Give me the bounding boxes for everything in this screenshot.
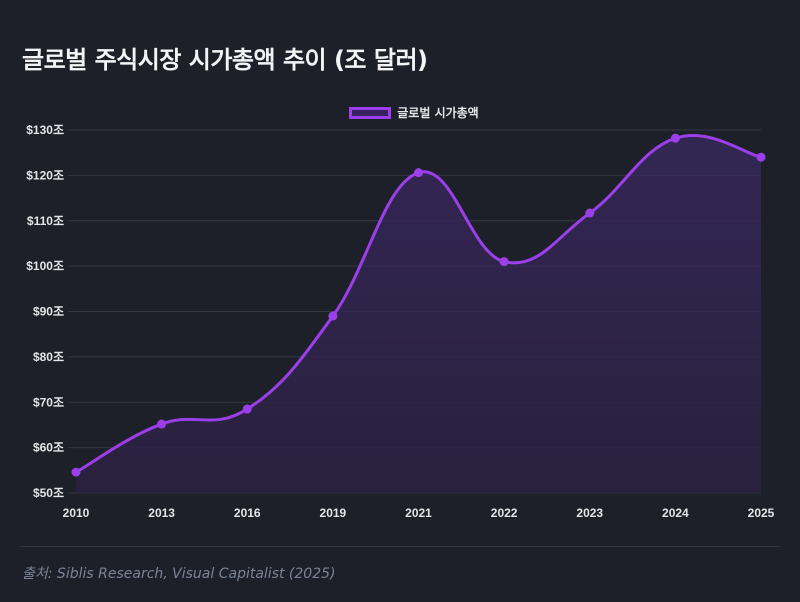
data-point-2021[interactable] [414, 168, 423, 178]
chart-title: 글로벌 주식시장 시가총액 추이 (조 달러) [22, 46, 428, 74]
data-point-2024[interactable] [670, 133, 680, 143]
legend: 글로벌 시가총액 [0, 104, 800, 121]
x-tick-label: 2022 [491, 506, 518, 520]
y-tick-label: $80조 [33, 350, 64, 364]
x-tick-label: 2021 [405, 506, 432, 520]
series-area [76, 135, 761, 493]
data-point-2023[interactable] [585, 208, 595, 218]
footer-divider [20, 546, 780, 547]
y-tick-label: $100조 [26, 259, 64, 273]
chart: $50조 $60조 $70조 $80조 $90조 $100조 $110조 $120조 $130조… [26, 123, 775, 520]
y-tick-label: $90조 [33, 305, 64, 319]
y-tick-label: $70조 [33, 395, 64, 409]
y-tick-label: $50조 [33, 486, 64, 500]
x-axis-labels: 2010 2013 2016 2019 2021 2022 2023 2024 2025 [63, 506, 775, 520]
data-point-2016[interactable] [242, 404, 252, 414]
data-point-2010[interactable] [71, 467, 81, 477]
data-point-2019[interactable] [328, 311, 338, 321]
y-axis-labels: $50조 $60조 $70조 $80조 $90조 $100조 $110조 $120조 $130조 [26, 123, 64, 500]
x-tick-label: 2024 [662, 506, 689, 520]
y-tick-label: $130조 [26, 123, 64, 137]
x-tick-label: 2025 [748, 506, 775, 520]
x-tick-label: 2010 [63, 506, 90, 520]
y-tick-label: $110조 [27, 214, 64, 228]
data-point-2013[interactable] [157, 419, 167, 429]
data-points [71, 133, 766, 477]
data-point-2022[interactable] [499, 257, 509, 267]
x-tick-label: 2023 [576, 506, 603, 520]
x-tick-label: 2019 [320, 506, 347, 520]
y-tick-label: $120조 [26, 168, 64, 182]
y-tick-label: $60조 [33, 441, 64, 455]
legend-swatch-icon [349, 106, 392, 119]
data-point-2025[interactable] [756, 152, 766, 162]
x-tick-label: 2016 [234, 506, 261, 520]
legend-label[interactable]: 글로벌 시가총액 [397, 106, 479, 120]
x-tick-label: 2013 [148, 506, 175, 520]
source-note: 출처: Siblis Research, Visual Capitalist (… [22, 566, 336, 582]
